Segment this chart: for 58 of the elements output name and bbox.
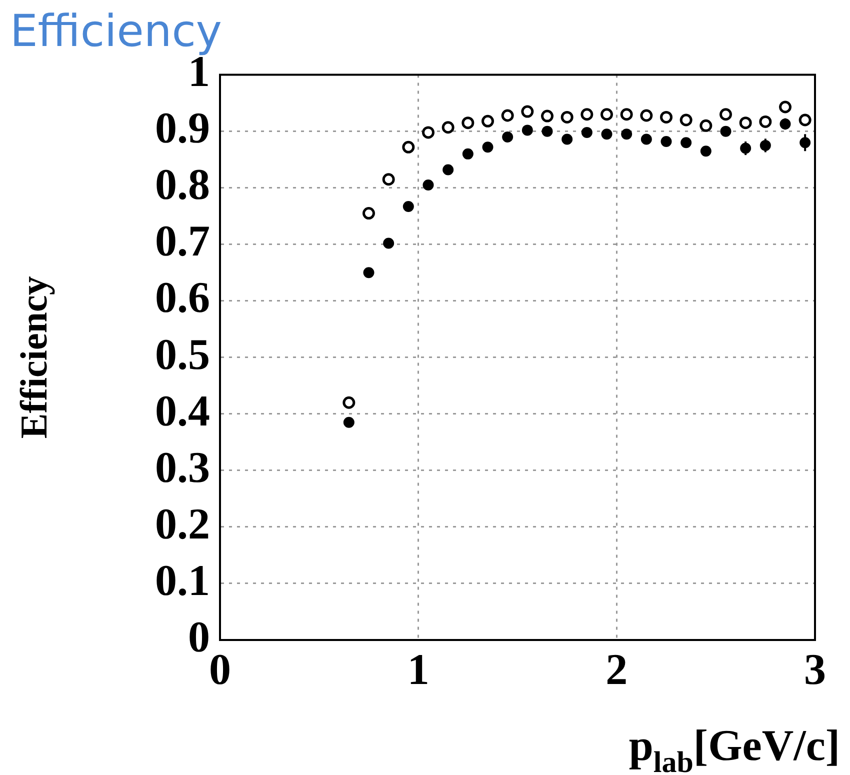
point [779, 100, 792, 114]
point [620, 108, 633, 121]
point [362, 207, 375, 220]
point [501, 109, 514, 122]
point [700, 146, 712, 157]
point [601, 128, 612, 140]
point [660, 136, 672, 147]
point [402, 200, 414, 212]
point [541, 110, 554, 122]
point [482, 142, 494, 153]
y-tick-label: 0.1 [155, 556, 210, 605]
point [739, 116, 752, 130]
y-tick-label: 0.6 [155, 273, 210, 322]
point [542, 126, 553, 137]
y-tick-label: 0 [188, 612, 210, 662]
y-tick-label: 0.8 [155, 160, 210, 210]
x-tick-label: 2 [606, 644, 628, 694]
point [600, 108, 613, 121]
point [562, 134, 573, 145]
x-tick-label: 1 [407, 644, 430, 694]
point [621, 128, 632, 140]
y-tick-label: 0.4 [155, 386, 210, 436]
point [422, 180, 434, 191]
point [640, 134, 652, 145]
point [422, 126, 434, 139]
point [581, 126, 592, 138]
y-tick-label: 0.5 [155, 330, 210, 379]
point [343, 416, 354, 428]
point [700, 119, 712, 132]
point [680, 137, 692, 148]
point [720, 108, 732, 121]
point [442, 164, 454, 176]
y-tick-label: 0.9 [155, 104, 210, 153]
point [382, 173, 395, 186]
x-tick-label: 3 [804, 644, 826, 694]
point [660, 110, 672, 124]
point [342, 396, 356, 409]
point [363, 267, 374, 278]
point [521, 105, 534, 118]
point [640, 109, 653, 122]
point [442, 121, 454, 134]
point [560, 110, 574, 124]
point [502, 131, 514, 142]
point [482, 114, 494, 128]
point [580, 108, 594, 121]
point [720, 126, 732, 137]
point [462, 148, 474, 160]
y-axis-title: Efficiency [14, 276, 56, 439]
point [462, 116, 474, 130]
y-tick-label: 0.7 [155, 216, 210, 266]
y-tick-label: 0.3 [155, 442, 210, 492]
point [522, 124, 533, 136]
point [798, 114, 812, 126]
point [383, 238, 394, 249]
y-tick-label: 0.2 [155, 499, 210, 548]
point [402, 140, 415, 154]
point [759, 115, 772, 128]
point [680, 114, 692, 126]
